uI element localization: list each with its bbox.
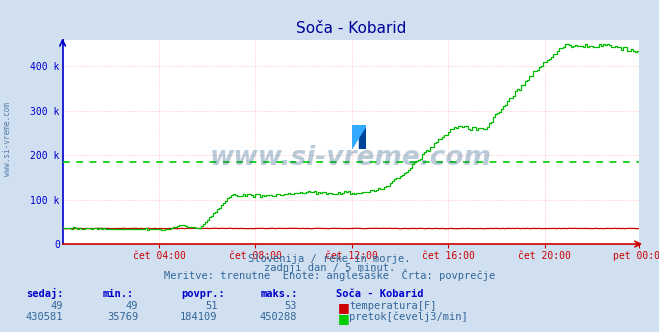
Text: zadnji dan / 5 minut.: zadnji dan / 5 minut. [264,263,395,273]
Text: 51: 51 [205,301,217,311]
Text: Meritve: trenutne  Enote: anglešaške  Črta: povprečje: Meritve: trenutne Enote: anglešaške Črta… [164,269,495,281]
Text: www.si-vreme.com: www.si-vreme.com [3,103,13,176]
Text: min.:: min.: [102,289,133,299]
Bar [359,125,366,149]
Title: Soča - Kobarid: Soča - Kobarid [296,21,406,36]
Text: www.si-vreme.com: www.si-vreme.com [210,145,492,171]
Text: Slovenija / reke in morje.: Slovenija / reke in morje. [248,254,411,264]
Text: sedaj:: sedaj: [26,288,64,299]
Polygon shape [352,125,366,149]
Text: 184109: 184109 [180,312,217,322]
Text: 35769: 35769 [107,312,138,322]
Bar [352,125,359,137]
Text: maks.:: maks.: [260,289,298,299]
Text: ■: ■ [337,301,349,314]
Text: Soča - Kobarid: Soča - Kobarid [336,289,424,299]
Text: 450288: 450288 [259,312,297,322]
Text: pretok[čevelj3/min]: pretok[čevelj3/min] [349,312,468,322]
Text: 430581: 430581 [25,312,63,322]
Text: 49: 49 [50,301,63,311]
Text: temperatura[F]: temperatura[F] [349,301,437,311]
Text: 49: 49 [126,301,138,311]
Text: 53: 53 [284,301,297,311]
Text: ■: ■ [337,312,349,325]
Text: povpr.:: povpr.: [181,289,225,299]
